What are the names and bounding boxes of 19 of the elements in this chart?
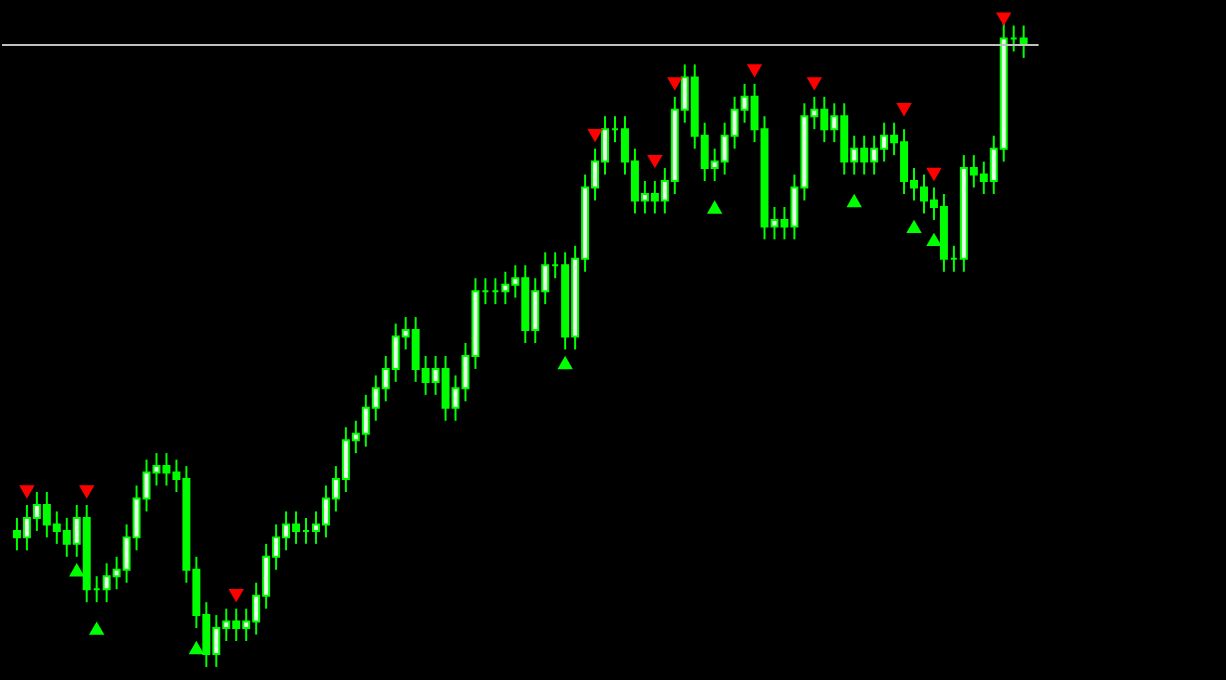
point bbox=[926, 232, 942, 247]
point bbox=[19, 485, 35, 499]
point bbox=[647, 154, 663, 169]
point bbox=[896, 103, 912, 117]
point bbox=[188, 640, 205, 655]
point bbox=[926, 167, 942, 182]
point bbox=[557, 355, 573, 370]
point bbox=[846, 193, 862, 208]
point bbox=[587, 129, 603, 143]
point bbox=[806, 77, 823, 91]
point bbox=[746, 64, 763, 78]
point bbox=[996, 12, 1012, 26]
point bbox=[79, 485, 95, 499]
point bbox=[69, 563, 85, 577]
point bbox=[88, 621, 105, 635]
point bbox=[228, 589, 244, 603]
point bbox=[906, 219, 922, 234]
point bbox=[706, 200, 723, 214]
point bbox=[667, 77, 683, 91]
